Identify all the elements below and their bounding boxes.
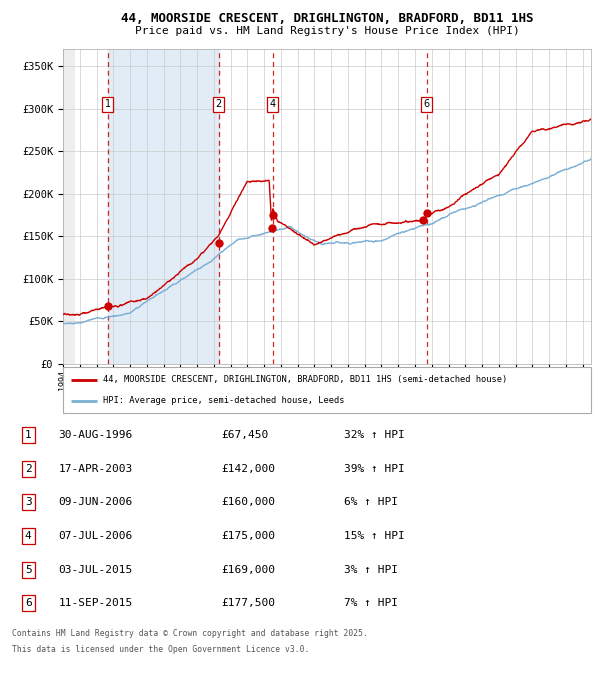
Text: 17-APR-2003: 17-APR-2003 xyxy=(59,464,133,474)
Text: 44, MOORSIDE CRESCENT, DRIGHLINGTON, BRADFORD, BD11 1HS: 44, MOORSIDE CRESCENT, DRIGHLINGTON, BRA… xyxy=(121,12,533,25)
Text: £142,000: £142,000 xyxy=(221,464,275,474)
Text: 15% ↑ HPI: 15% ↑ HPI xyxy=(344,531,404,541)
Text: £169,000: £169,000 xyxy=(221,564,275,575)
Text: 7% ↑ HPI: 7% ↑ HPI xyxy=(344,598,398,609)
Text: 03-JUL-2015: 03-JUL-2015 xyxy=(59,564,133,575)
Text: £160,000: £160,000 xyxy=(221,497,275,507)
Text: 32% ↑ HPI: 32% ↑ HPI xyxy=(344,430,404,440)
Bar xyxy=(107,49,219,364)
Text: 2: 2 xyxy=(215,99,222,109)
FancyBboxPatch shape xyxy=(63,367,591,413)
Text: £67,450: £67,450 xyxy=(221,430,269,440)
Text: 1: 1 xyxy=(25,430,32,440)
Text: 3: 3 xyxy=(25,497,32,507)
Text: HPI: Average price, semi-detached house, Leeds: HPI: Average price, semi-detached house,… xyxy=(103,396,344,405)
Text: 2: 2 xyxy=(25,464,32,474)
Text: £175,000: £175,000 xyxy=(221,531,275,541)
Text: 44, MOORSIDE CRESCENT, DRIGHLINGTON, BRADFORD, BD11 1HS (semi-detached house): 44, MOORSIDE CRESCENT, DRIGHLINGTON, BRA… xyxy=(103,375,507,384)
Text: 3% ↑ HPI: 3% ↑ HPI xyxy=(344,564,398,575)
Text: Contains HM Land Registry data © Crown copyright and database right 2025.: Contains HM Land Registry data © Crown c… xyxy=(12,629,368,638)
Text: 11-SEP-2015: 11-SEP-2015 xyxy=(59,598,133,609)
Text: £177,500: £177,500 xyxy=(221,598,275,609)
Text: 07-JUL-2006: 07-JUL-2006 xyxy=(59,531,133,541)
Text: 30-AUG-1996: 30-AUG-1996 xyxy=(59,430,133,440)
Text: 5: 5 xyxy=(25,564,32,575)
Text: 6: 6 xyxy=(424,99,430,109)
Text: 09-JUN-2006: 09-JUN-2006 xyxy=(59,497,133,507)
Text: 4: 4 xyxy=(25,531,32,541)
Text: This data is licensed under the Open Government Licence v3.0.: This data is licensed under the Open Gov… xyxy=(12,645,310,653)
Bar xyxy=(63,49,75,364)
Text: Price paid vs. HM Land Registry's House Price Index (HPI): Price paid vs. HM Land Registry's House … xyxy=(134,26,520,36)
Text: 4: 4 xyxy=(270,99,276,109)
Text: 1: 1 xyxy=(104,99,110,109)
Text: 6% ↑ HPI: 6% ↑ HPI xyxy=(344,497,398,507)
Text: 6: 6 xyxy=(25,598,32,609)
Text: 39% ↑ HPI: 39% ↑ HPI xyxy=(344,464,404,474)
